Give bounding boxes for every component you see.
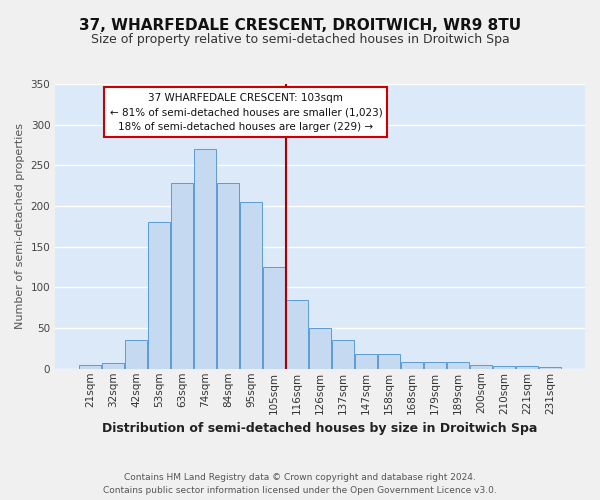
- Bar: [493, 366, 515, 369]
- Text: 37, WHARFEDALE CRESCENT, DROITWICH, WR9 8TU: 37, WHARFEDALE CRESCENT, DROITWICH, WR9 …: [79, 18, 521, 32]
- Bar: [125, 340, 147, 369]
- Bar: [263, 267, 285, 369]
- Bar: [447, 362, 469, 369]
- Bar: [194, 149, 216, 369]
- Text: Size of property relative to semi-detached houses in Droitwich Spa: Size of property relative to semi-detach…: [91, 32, 509, 46]
- Bar: [309, 328, 331, 369]
- Y-axis label: Number of semi-detached properties: Number of semi-detached properties: [15, 124, 25, 330]
- Bar: [516, 366, 538, 369]
- Bar: [539, 367, 561, 369]
- Bar: [148, 222, 170, 369]
- Bar: [79, 364, 101, 369]
- Bar: [240, 202, 262, 369]
- Bar: [424, 362, 446, 369]
- Bar: [286, 300, 308, 369]
- Text: 37 WHARFEDALE CRESCENT: 103sqm
← 81% of semi-detached houses are smaller (1,023): 37 WHARFEDALE CRESCENT: 103sqm ← 81% of …: [110, 92, 382, 132]
- Text: Contains public sector information licensed under the Open Government Licence v3: Contains public sector information licen…: [103, 486, 497, 495]
- X-axis label: Distribution of semi-detached houses by size in Droitwich Spa: Distribution of semi-detached houses by …: [103, 422, 538, 435]
- Bar: [171, 184, 193, 369]
- Bar: [470, 364, 492, 369]
- Bar: [401, 362, 423, 369]
- Bar: [217, 184, 239, 369]
- Text: Contains HM Land Registry data © Crown copyright and database right 2024.: Contains HM Land Registry data © Crown c…: [124, 474, 476, 482]
- Bar: [332, 340, 354, 369]
- Bar: [378, 354, 400, 369]
- Bar: [102, 363, 124, 369]
- Bar: [355, 354, 377, 369]
